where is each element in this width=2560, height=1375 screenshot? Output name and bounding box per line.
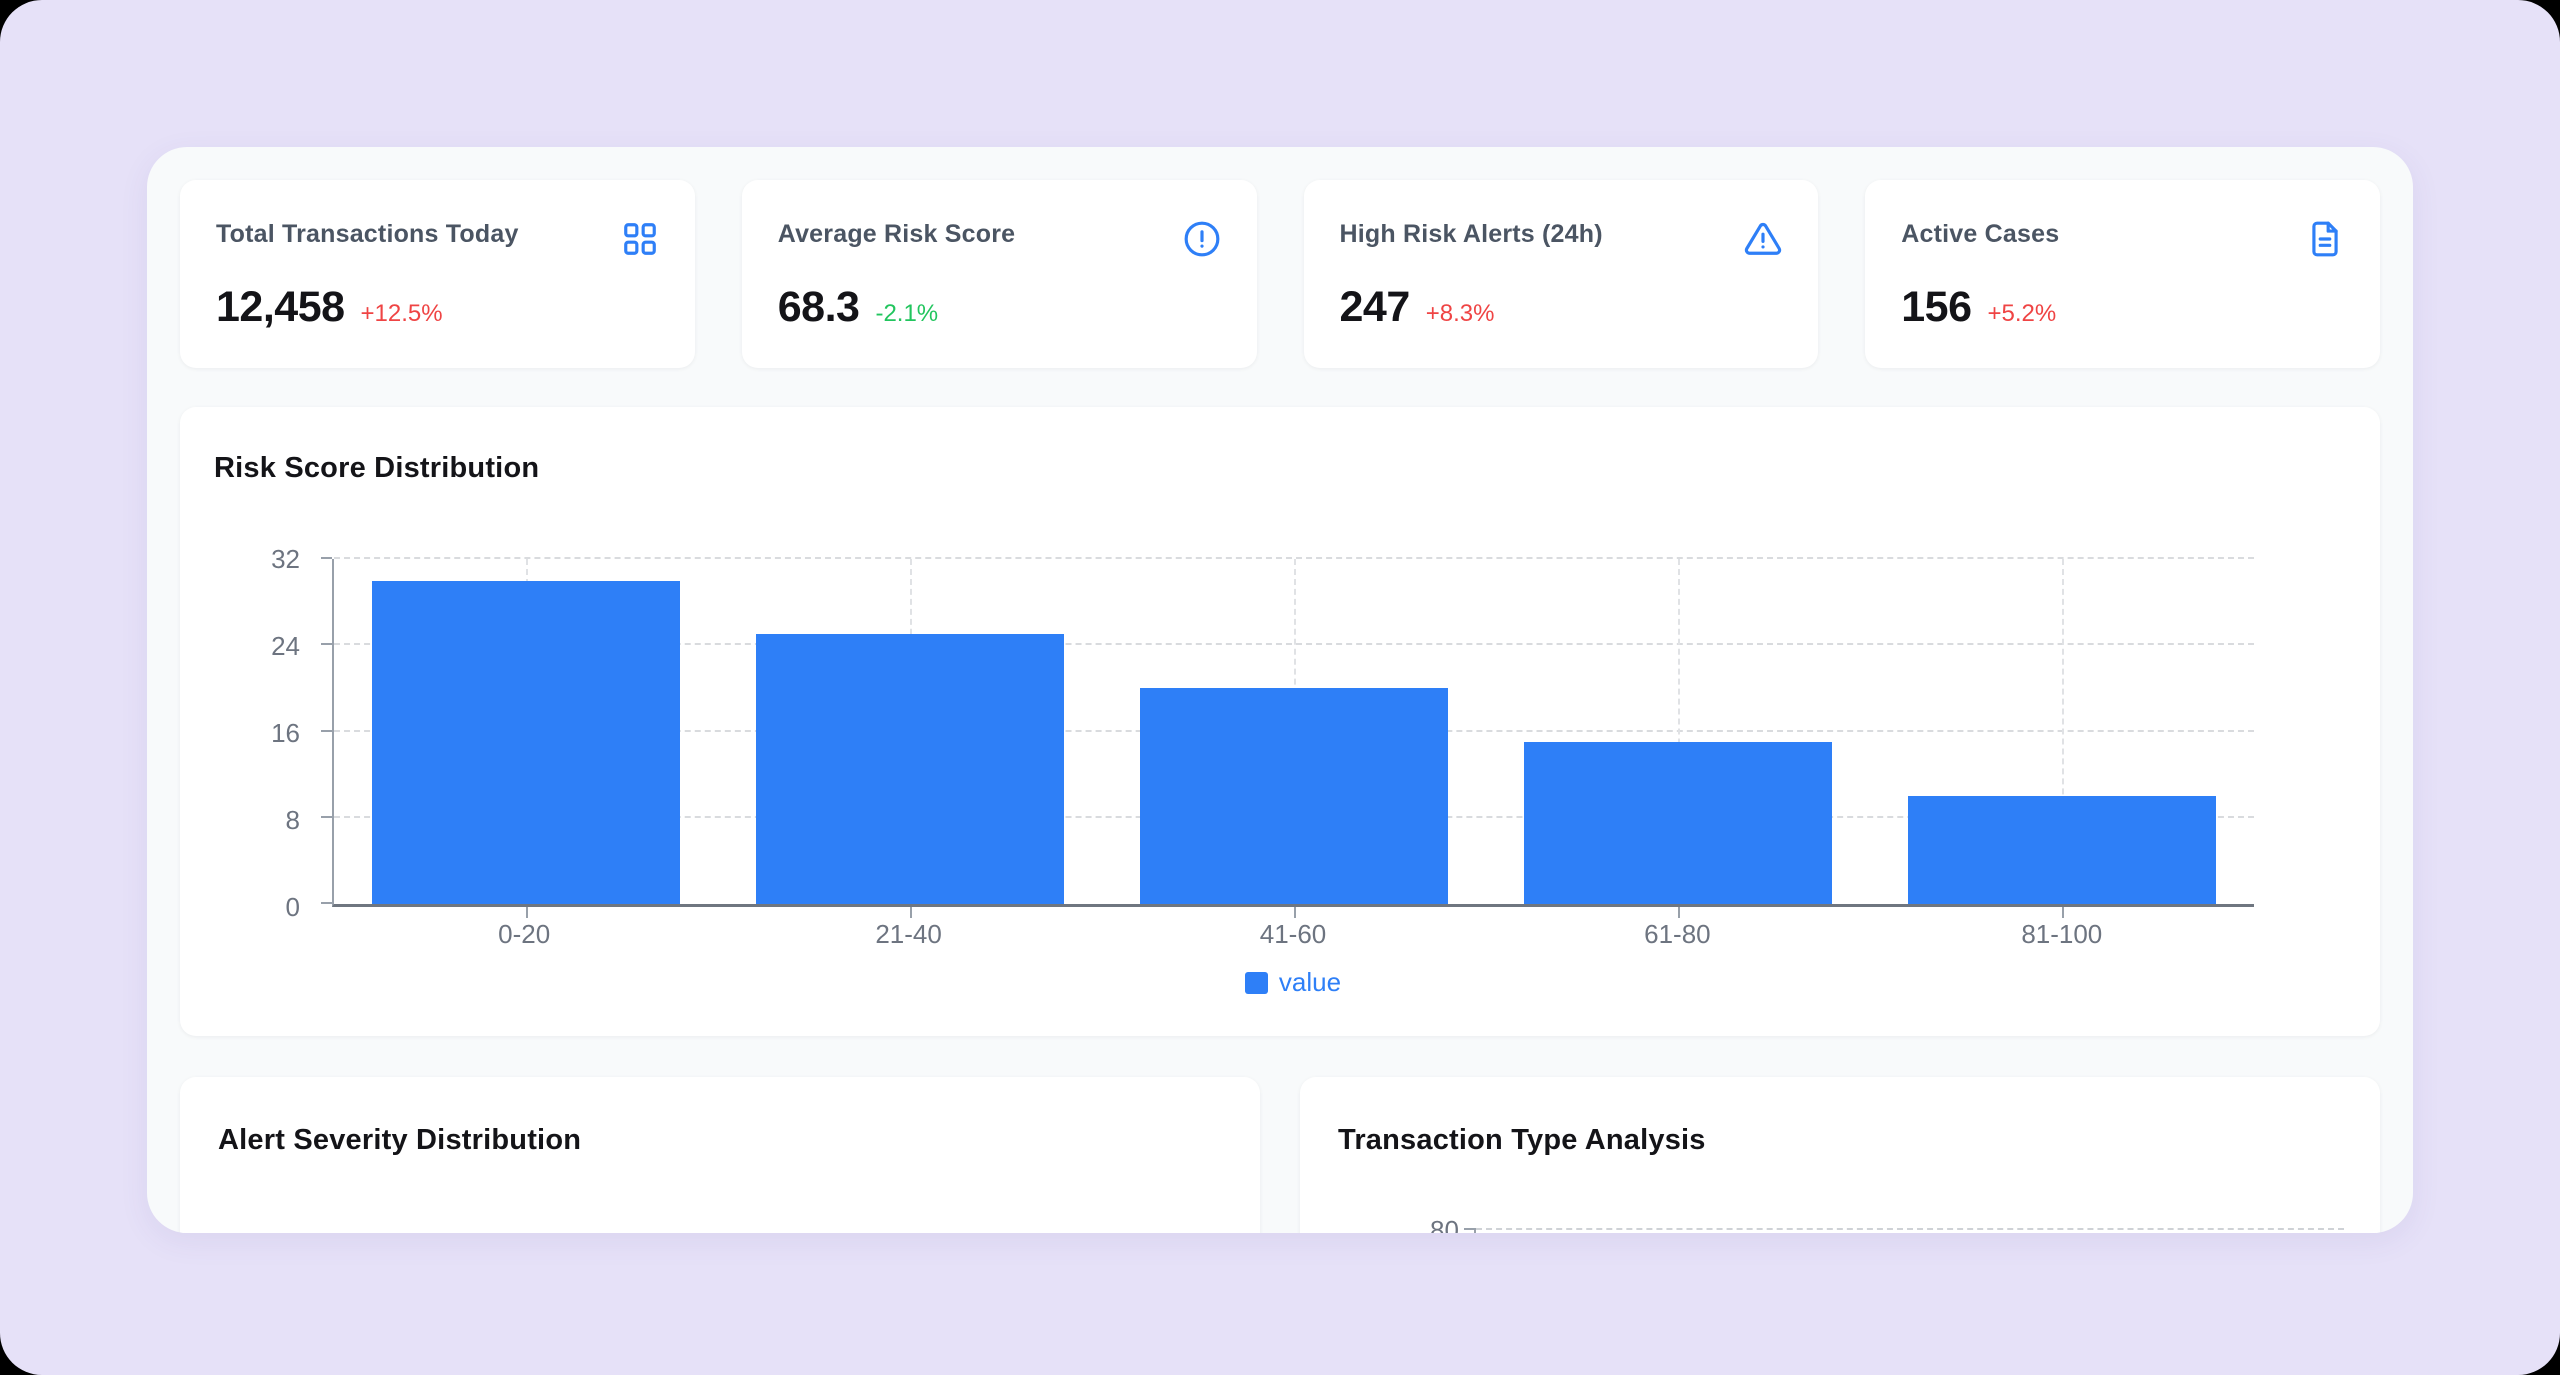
x-axis-label: 41-60 [1259, 919, 1327, 949]
stat-value: 68.3 [777, 283, 860, 331]
x-axis-tick [526, 907, 528, 918]
stats-row: Total Transactions Today 12,458 +12.5% A… [180, 180, 2380, 368]
y-axis-tick [321, 815, 332, 818]
chart-title: Alert Severity Distribution [218, 1124, 582, 1156]
stat-value: 156 [1901, 283, 1972, 331]
bar-61-80[interactable] [1524, 742, 1832, 904]
x-axis-label: 21-40 [875, 919, 942, 949]
clipped-chart-axis: 80 [1430, 1217, 2344, 1233]
y-axis-label: 80 [1430, 1215, 1459, 1233]
y-axis-label: 0 [285, 892, 300, 922]
y-axis-tick [321, 557, 332, 559]
file-text-icon [2306, 220, 2344, 258]
bar-0-20[interactable] [372, 580, 680, 904]
legend-label: value [1278, 967, 1342, 997]
chart-title: Transaction Type Analysis [1338, 1124, 1706, 1156]
stat-card-high-risk-alerts: High Risk Alerts (24h) 247 +8.3% [1303, 180, 1819, 368]
stat-title: Average Risk Score [777, 220, 1016, 248]
chart-legend[interactable]: value [332, 967, 2254, 998]
stat-value: 247 [1339, 283, 1411, 331]
alert-severity-distribution-card: Alert Severity Distribution [180, 1077, 1260, 1233]
vertical-gridline [1678, 559, 1680, 904]
stat-delta: +12.5% [360, 300, 443, 327]
bar-21-40[interactable] [756, 634, 1064, 904]
stat-title: Total Transactions Today [216, 220, 519, 248]
x-axis-label: 61-80 [1644, 919, 1711, 949]
gridline [1475, 1228, 2344, 1230]
y-axis-label: 32 [271, 544, 300, 574]
stat-title: Active Cases [1901, 220, 2060, 248]
x-axis-labels: 0-20 21-40 41-60 61-80 81-100 [332, 919, 2254, 951]
legend-swatch [1244, 971, 1268, 994]
stat-delta: +8.3% [1425, 300, 1495, 327]
y-axis-tick [321, 729, 332, 732]
x-axis-tick [1678, 907, 1680, 918]
x-axis-label: 0-20 [498, 919, 551, 949]
dashboard-container: Total Transactions Today 12,458 +12.5% A… [147, 147, 2413, 1233]
stat-value: 12,458 [216, 283, 345, 331]
x-axis-label: 81-100 [2021, 919, 2103, 949]
y-axis-tick [321, 643, 332, 646]
gridline [334, 557, 2254, 559]
y-axis-label: 16 [271, 718, 300, 748]
grid-icon [621, 220, 659, 258]
chart-title: Risk Score Distribution [214, 452, 540, 484]
bottom-row: Alert Severity Distribution Transaction … [180, 1077, 2380, 1233]
stat-card-average-risk-score: Average Risk Score 68.3 -2.1% [741, 180, 1257, 368]
y-axis-labels: 0 8 16 24 32 [180, 546, 316, 920]
stat-title: High Risk Alerts (24h) [1339, 220, 1603, 248]
risk-score-distribution-card: Risk Score Distribution 0 8 16 24 32 0-20 21-… [180, 407, 2380, 1036]
y-axis-label: 24 [271, 631, 300, 661]
y-axis-tick [321, 902, 332, 904]
x-axis-tick [2062, 907, 2064, 918]
stat-delta: +5.2% [1987, 300, 2057, 327]
bar-41-60[interactable] [1140, 688, 1448, 904]
y-axis-label: 8 [285, 805, 300, 835]
axis-tick [1463, 1228, 1476, 1233]
alert-circle-icon [1183, 220, 1221, 258]
bar-81-100[interactable] [1908, 796, 2216, 904]
alert-triangle-icon [1744, 220, 1782, 258]
stat-card-total-transactions: Total Transactions Today 12,458 +12.5% [180, 180, 695, 368]
x-axis-tick [910, 907, 912, 918]
vertical-gridline [2062, 559, 2064, 904]
transaction-type-analysis-card: Transaction Type Analysis 80 [1300, 1077, 2380, 1233]
stat-card-active-cases: Active Cases 156 +5.2% [1865, 180, 2380, 368]
stat-delta: -2.1% [875, 300, 939, 327]
x-axis-tick [1294, 907, 1296, 918]
risk-chart-plot [321, 557, 2254, 918]
